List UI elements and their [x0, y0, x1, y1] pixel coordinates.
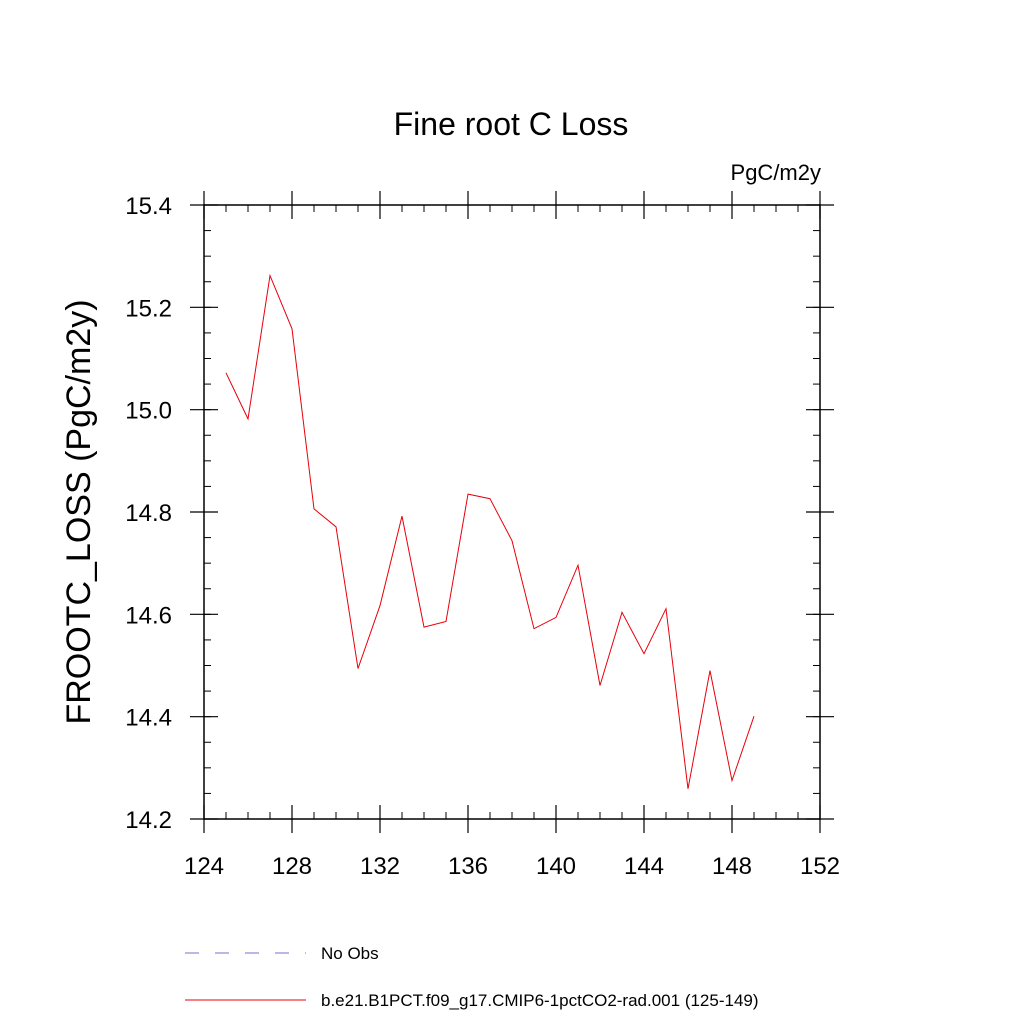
x-tick-label: 140 — [536, 853, 576, 880]
y-tick-label: 14.8 — [125, 500, 172, 527]
series-line — [225, 273, 755, 789]
units-label: PgC/m2y — [731, 160, 821, 185]
y-tick-label: 14.2 — [125, 807, 172, 834]
x-tick-label: 124 — [184, 853, 224, 880]
legend-label-no-obs: No Obs — [321, 944, 379, 963]
x-tick-label: 148 — [712, 853, 752, 880]
y-tick-label: 14.4 — [125, 705, 172, 732]
y-axis: 14.2 14.4 14.6 14.8 15.0 15.2 15.4 — [125, 193, 834, 834]
x-tick-label: 144 — [624, 853, 664, 880]
x-tick-label: 128 — [272, 853, 312, 880]
y-tick-label: 15.2 — [125, 295, 172, 322]
series-layer — [225, 273, 755, 789]
x-tick-label: 132 — [360, 853, 400, 880]
plot-frame — [203, 204, 821, 820]
legend: No Obs b.e21.B1PCT.f09_g17.CMIP6-1pctCO2… — [185, 944, 759, 1010]
y-tick-label: 15.4 — [125, 193, 172, 220]
x-tick-label: 136 — [448, 853, 488, 880]
legend-label-model: b.e21.B1PCT.f09_g17.CMIP6-1pctCO2-rad.00… — [321, 991, 759, 1010]
y-tick-label: 15.0 — [125, 398, 172, 425]
x-axis: 124 128 132 136 140 144 148 152 — [184, 191, 840, 880]
x-tick-label: 152 — [800, 853, 840, 880]
chart-title: Fine root C Loss — [394, 106, 629, 142]
y-tick-label: 14.6 — [125, 602, 172, 629]
y-axis-label: FROOTC_LOSS (PgC/m2y) — [60, 299, 98, 724]
